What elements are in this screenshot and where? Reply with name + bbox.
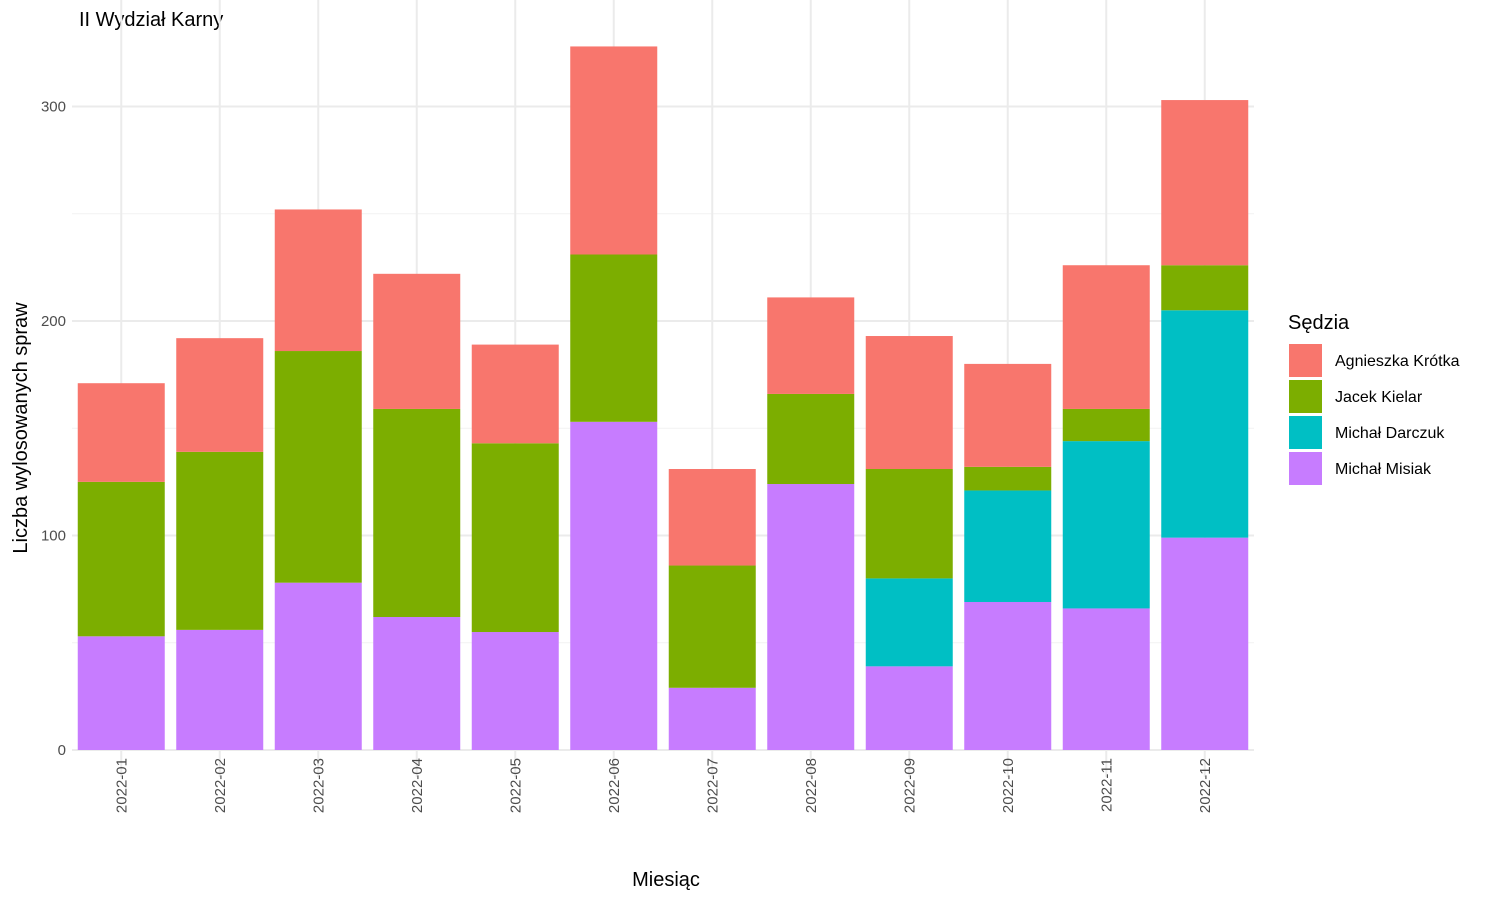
bar-segment [865,666,953,750]
bar-segment [964,466,1052,491]
bar-segment [865,469,953,579]
bar-segment [964,363,1052,467]
bar-segment [668,565,756,688]
x-tick-label: 2022-09 [901,758,918,813]
bar-segment [1062,608,1150,750]
legend-title: Sędzia [1288,312,1350,334]
x-tick-label: 2022-06 [606,758,623,813]
x-tick-label: 2022-08 [803,758,820,813]
x-axis-title: Miesiąc [632,869,700,891]
legend-swatch [1289,452,1322,485]
bar-segment [471,344,559,444]
y-axis-title: Liczba wylosowanych spraw [10,302,32,554]
y-tick-label: 0 [58,742,66,759]
bar-segment [471,443,559,633]
bar-segment [1062,441,1150,609]
bar-segment [77,481,165,637]
x-tick-label: 2022-07 [704,758,721,813]
bar-segment [176,629,264,750]
bar-segment [1161,310,1249,538]
bars [77,46,1249,750]
bar-segment [668,469,756,566]
x-axis-ticks: 2022-01 2022-02 2022-03 2022-04 2022-05 2022-… [113,758,1214,813]
y-tick-label: 200 [41,313,66,330]
bar-segment [274,209,362,352]
bar-segment [570,46,658,255]
legend-label: Jacek Kielar [1335,389,1423,406]
y-axis-ticks: 0 100 200 300 [41,99,66,760]
bar-segment [373,408,461,618]
x-tick-label: 2022-01 [113,758,130,813]
bar-segment [77,383,165,482]
y-tick-label: 100 [41,528,66,545]
bar-segment [176,338,264,452]
bar-segment [1062,265,1150,409]
bar-segment [767,393,855,485]
legend-label: Michał Misiak [1335,461,1432,478]
bar-segment [767,484,855,750]
x-tick-label: 2022-12 [1197,758,1214,813]
bar-segment [767,297,855,394]
x-tick-label: 2022-10 [1000,758,1017,813]
chart-title: II Wydział Karny [79,9,223,31]
bar-segment [1161,265,1249,311]
x-tick-label: 2022-02 [212,758,229,813]
bar-segment [964,490,1052,602]
bar-segment [176,451,264,630]
bar-segment [865,578,953,667]
bar-segment [373,273,461,409]
legend-swatch [1289,344,1322,377]
bar-segment [1161,537,1249,750]
bar-segment [964,601,1052,750]
bar-segment [570,254,658,422]
bar-segment [1161,100,1249,266]
x-tick-label: 2022-04 [409,758,426,813]
legend: Sędzia Agnieszka Krótka Jacek Kielar Micha… [1288,312,1460,485]
bar-segment [668,687,756,750]
legend-swatch [1289,416,1322,449]
legend-label: Michał Darczuk [1335,425,1445,442]
x-tick-label: 2022-03 [310,758,327,813]
bar-segment [1062,408,1150,442]
bar-segment [77,636,165,750]
x-tick-label: 2022-11 [1098,758,1115,812]
bar-segment [274,582,362,750]
bar-segment [865,336,953,470]
bar-segment [570,421,658,750]
legend-swatch [1289,380,1322,413]
bar-segment [373,617,461,750]
bar-segment [471,632,559,750]
x-tick-label: 2022-05 [507,758,524,813]
bar-segment [274,351,362,583]
legend-label: Agnieszka Krótka [1335,353,1460,370]
y-tick-label: 300 [41,99,66,116]
